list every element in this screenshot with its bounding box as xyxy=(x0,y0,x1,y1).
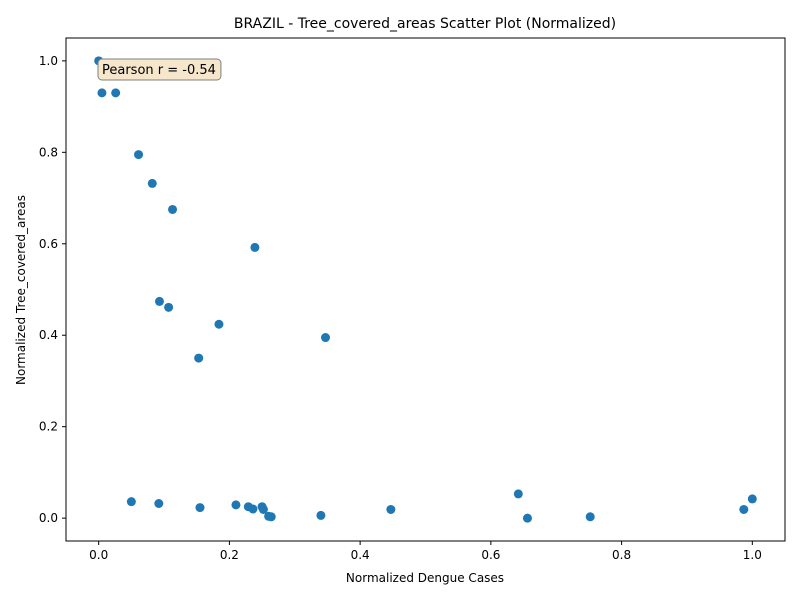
data-point xyxy=(250,242,260,252)
y-tick-label: 0.2 xyxy=(39,420,58,434)
plot-area: 0.0 0.2 0.4 0.6 0.8 1.0 0.0 0.2 0.4 0.6 0.8 1.0 Pe… xyxy=(39,37,786,562)
data-point xyxy=(214,319,224,329)
data-point xyxy=(168,204,178,214)
correlation-annotation: Pearson r = -0.54 xyxy=(97,58,222,81)
data-point xyxy=(739,504,749,514)
data-point xyxy=(585,512,595,522)
data-point xyxy=(747,494,757,504)
data-point xyxy=(111,88,121,98)
y-tick-label: 0.6 xyxy=(39,237,58,251)
data-point xyxy=(126,497,136,507)
data-point xyxy=(97,88,107,98)
data-point xyxy=(266,512,276,522)
x-tick-label: 0.4 xyxy=(351,548,370,562)
data-point xyxy=(258,504,268,514)
y-axis-label: Normalized Tree_covered_areas xyxy=(14,195,28,385)
data-point xyxy=(154,296,164,306)
data-point xyxy=(147,178,157,188)
y-axis: 0.0 0.2 0.4 0.6 0.8 1.0 xyxy=(39,54,66,525)
data-point xyxy=(134,150,144,160)
data-point xyxy=(164,302,174,312)
x-axis: 0.0 0.2 0.4 0.6 0.8 1.0 xyxy=(89,541,762,562)
x-tick-label: 0.0 xyxy=(89,548,108,562)
x-tick-label: 0.8 xyxy=(612,548,631,562)
plot-frame xyxy=(65,37,786,542)
data-point xyxy=(386,504,396,514)
y-tick-label: 0.4 xyxy=(39,328,58,342)
data-point xyxy=(248,504,258,514)
data-point xyxy=(231,500,241,510)
data-point xyxy=(320,333,330,343)
annotation-text: Pearson r = -0.54 xyxy=(102,63,216,78)
data-point xyxy=(195,503,205,513)
x-axis-label: Normalized Dengue Cases xyxy=(346,571,504,585)
data-point xyxy=(316,510,326,520)
annotation-box xyxy=(97,58,222,81)
x-tick-label: 1.0 xyxy=(743,548,762,562)
x-tick-label: 0.6 xyxy=(481,548,500,562)
x-tick-label: 0.2 xyxy=(220,548,239,562)
y-tick-label: 0.0 xyxy=(39,511,58,525)
data-point xyxy=(154,499,164,509)
data-point xyxy=(194,353,204,363)
data-point xyxy=(513,489,523,499)
y-tick-label: 0.8 xyxy=(39,145,58,159)
data-point xyxy=(522,513,532,523)
y-tick-label: 1.0 xyxy=(39,54,58,68)
chart-title: BRAZIL - Tree_covered_areas Scatter Plot… xyxy=(234,16,616,32)
data-points xyxy=(94,56,757,523)
